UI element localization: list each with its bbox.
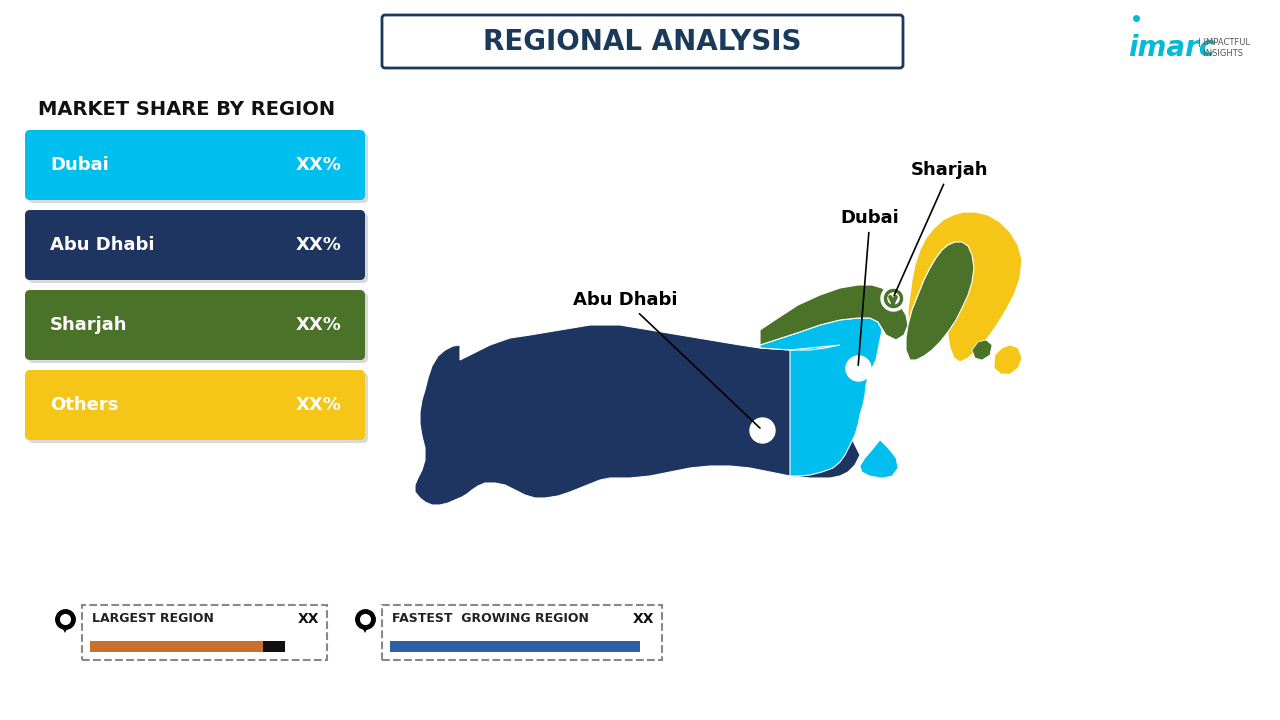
Bar xyxy=(262,641,285,652)
Bar xyxy=(390,641,640,652)
FancyBboxPatch shape xyxy=(82,605,326,660)
Text: XX%: XX% xyxy=(296,396,342,414)
FancyBboxPatch shape xyxy=(28,213,369,283)
Text: REGIONAL ANALYSIS: REGIONAL ANALYSIS xyxy=(484,27,801,55)
Text: Abu Dhabi: Abu Dhabi xyxy=(50,236,155,254)
Polygon shape xyxy=(860,440,899,478)
Text: imarc: imarc xyxy=(1128,34,1215,62)
Text: Abu Dhabi: Abu Dhabi xyxy=(572,291,760,428)
Text: XX%: XX% xyxy=(296,316,342,334)
Bar xyxy=(90,641,285,652)
Text: LARGEST REGION: LARGEST REGION xyxy=(92,613,214,626)
FancyBboxPatch shape xyxy=(28,293,369,363)
Text: XX%: XX% xyxy=(296,156,342,174)
Text: Others: Others xyxy=(50,396,118,414)
FancyBboxPatch shape xyxy=(26,290,365,360)
Text: Dubai: Dubai xyxy=(841,209,900,365)
Polygon shape xyxy=(995,345,1021,374)
Text: MARKET SHARE BY REGION: MARKET SHARE BY REGION xyxy=(38,100,335,119)
Text: XX%: XX% xyxy=(296,236,342,254)
Text: Sharjah: Sharjah xyxy=(50,316,128,334)
Text: XX: XX xyxy=(632,612,654,626)
Text: XX: XX xyxy=(297,612,319,626)
Text: Sharjah: Sharjah xyxy=(895,161,988,295)
Polygon shape xyxy=(972,340,992,360)
FancyBboxPatch shape xyxy=(381,15,902,68)
Text: | IMPACTFUL
  INSIGHTS: | IMPACTFUL INSIGHTS xyxy=(1198,38,1251,58)
Polygon shape xyxy=(415,325,860,505)
FancyBboxPatch shape xyxy=(26,210,365,280)
FancyBboxPatch shape xyxy=(28,373,369,443)
FancyBboxPatch shape xyxy=(381,605,662,660)
FancyBboxPatch shape xyxy=(26,130,365,200)
Polygon shape xyxy=(60,623,70,633)
Text: Dubai: Dubai xyxy=(50,156,109,174)
Polygon shape xyxy=(906,242,974,360)
Polygon shape xyxy=(360,623,370,633)
Polygon shape xyxy=(760,318,882,476)
FancyBboxPatch shape xyxy=(26,370,365,440)
FancyBboxPatch shape xyxy=(28,133,369,203)
Text: FASTEST  GROWING REGION: FASTEST GROWING REGION xyxy=(392,613,589,626)
Polygon shape xyxy=(908,212,1021,362)
Polygon shape xyxy=(760,285,908,345)
